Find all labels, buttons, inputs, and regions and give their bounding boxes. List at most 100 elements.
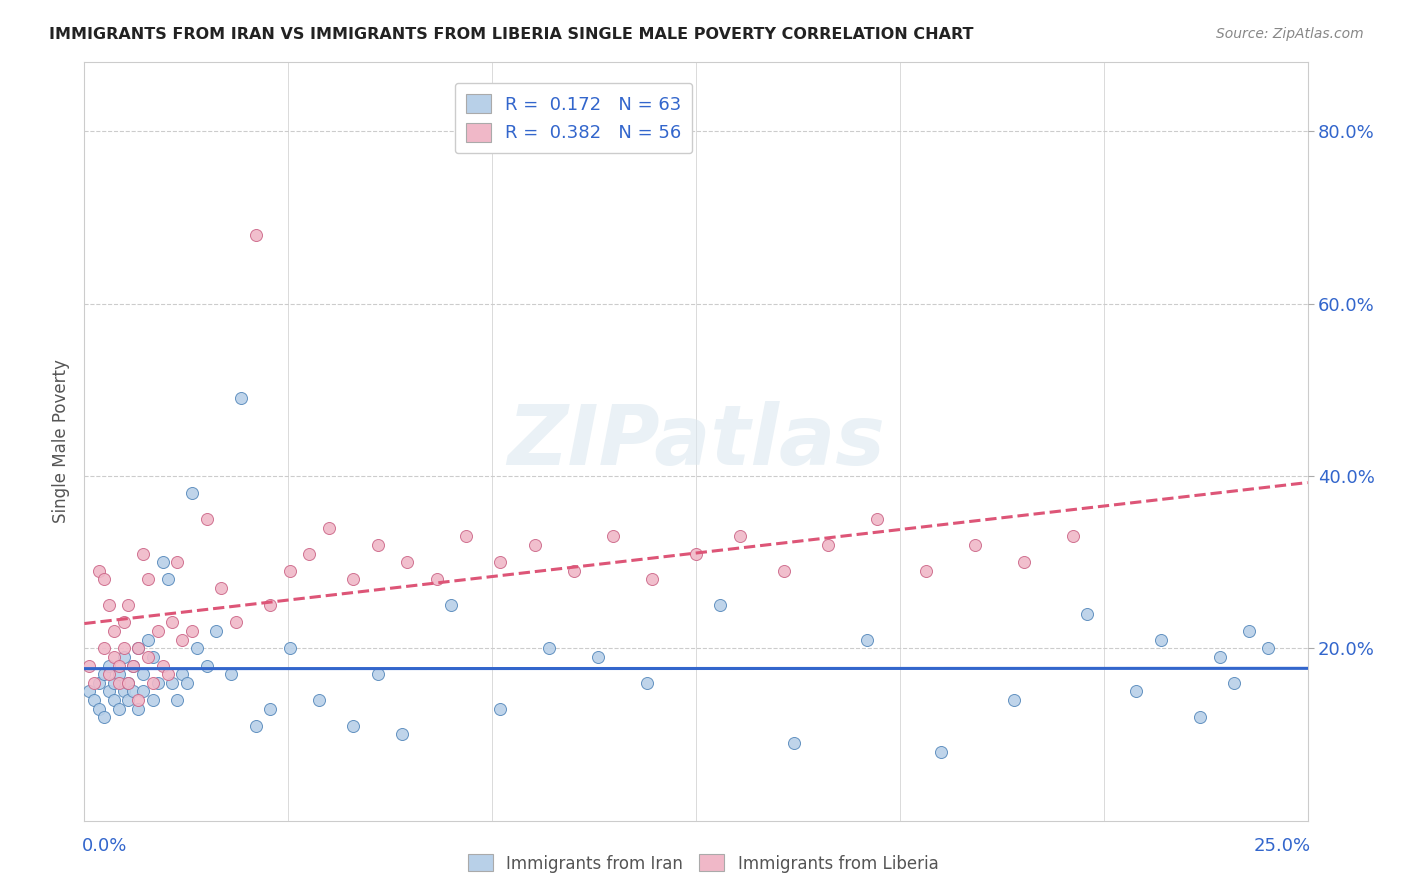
Point <box>166 555 188 569</box>
Point <box>87 701 110 715</box>
Text: ZIPatlas: ZIPatlas <box>508 401 884 482</box>
Point <box>1223 675 1246 690</box>
Point <box>342 719 364 733</box>
Point <box>1076 607 1098 621</box>
Point <box>1125 684 1147 698</box>
Point <box>112 615 135 630</box>
Point <box>195 658 218 673</box>
Point <box>103 675 125 690</box>
Point <box>259 599 281 613</box>
Point <box>77 658 100 673</box>
Point <box>162 615 184 630</box>
Point <box>929 745 952 759</box>
Point <box>107 667 129 681</box>
Point <box>83 693 105 707</box>
Point <box>915 564 938 578</box>
Point <box>117 693 139 707</box>
Point <box>440 599 463 613</box>
Point <box>103 624 125 639</box>
Point <box>127 701 149 715</box>
Point <box>132 547 155 561</box>
Point <box>1002 693 1025 707</box>
Point <box>1257 641 1279 656</box>
Point <box>245 227 267 242</box>
Point <box>245 719 267 733</box>
Point <box>87 675 110 690</box>
Legend: Immigrants from Iran, Immigrants from Liberia: Immigrants from Iran, Immigrants from Li… <box>461 847 945 880</box>
Point <box>709 599 731 613</box>
Point <box>97 658 120 673</box>
Point <box>538 641 561 656</box>
Point <box>83 675 105 690</box>
Point <box>97 684 120 698</box>
Point <box>229 392 252 406</box>
Point <box>93 710 115 724</box>
Point <box>181 624 204 639</box>
Point <box>298 547 321 561</box>
Point <box>132 667 155 681</box>
Text: 0.0%: 0.0% <box>82 838 127 855</box>
Point <box>97 599 120 613</box>
Point <box>205 624 228 639</box>
Point <box>156 667 179 681</box>
Point <box>97 667 120 681</box>
Point <box>856 632 879 647</box>
Point <box>112 684 135 698</box>
Point <box>117 599 139 613</box>
Point <box>117 675 139 690</box>
Point <box>112 641 135 656</box>
Point <box>117 675 139 690</box>
Point <box>259 701 281 715</box>
Point <box>278 564 301 578</box>
Point <box>136 649 159 664</box>
Point <box>127 693 149 707</box>
Point <box>426 573 449 587</box>
Point <box>166 693 188 707</box>
Point <box>278 641 301 656</box>
Point <box>132 684 155 698</box>
Point <box>127 641 149 656</box>
Point <box>186 641 208 656</box>
Point <box>523 538 546 552</box>
Point <box>142 649 165 664</box>
Point <box>1012 555 1035 569</box>
Text: IMMIGRANTS FROM IRAN VS IMMIGRANTS FROM LIBERIA SINGLE MALE POVERTY CORRELATION : IMMIGRANTS FROM IRAN VS IMMIGRANTS FROM … <box>49 27 974 42</box>
Text: Source: ZipAtlas.com: Source: ZipAtlas.com <box>1216 27 1364 41</box>
Point <box>209 581 232 595</box>
Point <box>142 675 165 690</box>
Point <box>122 684 145 698</box>
Point <box>586 649 609 664</box>
Point <box>146 624 169 639</box>
Point <box>219 667 242 681</box>
Point <box>103 649 125 664</box>
Point <box>641 573 664 587</box>
Point <box>817 538 839 552</box>
Point <box>176 675 198 690</box>
Point <box>112 649 135 664</box>
Point <box>103 693 125 707</box>
Point <box>107 701 129 715</box>
Point <box>396 555 419 569</box>
Point <box>636 675 658 690</box>
Point <box>1062 529 1084 543</box>
Point <box>963 538 986 552</box>
Point <box>142 693 165 707</box>
Point <box>152 555 174 569</box>
Point <box>1150 632 1173 647</box>
Point <box>1188 710 1211 724</box>
Point <box>308 693 330 707</box>
Point <box>162 675 184 690</box>
Point <box>136 632 159 647</box>
Point <box>783 736 806 750</box>
Point <box>107 658 129 673</box>
Point <box>122 658 145 673</box>
Point <box>342 573 364 587</box>
Point <box>93 667 115 681</box>
Point <box>156 573 179 587</box>
Point <box>367 667 389 681</box>
Point <box>136 573 159 587</box>
Point <box>152 658 174 673</box>
Point <box>87 564 110 578</box>
Y-axis label: Single Male Poverty: Single Male Poverty <box>52 359 70 524</box>
Point <box>122 658 145 673</box>
